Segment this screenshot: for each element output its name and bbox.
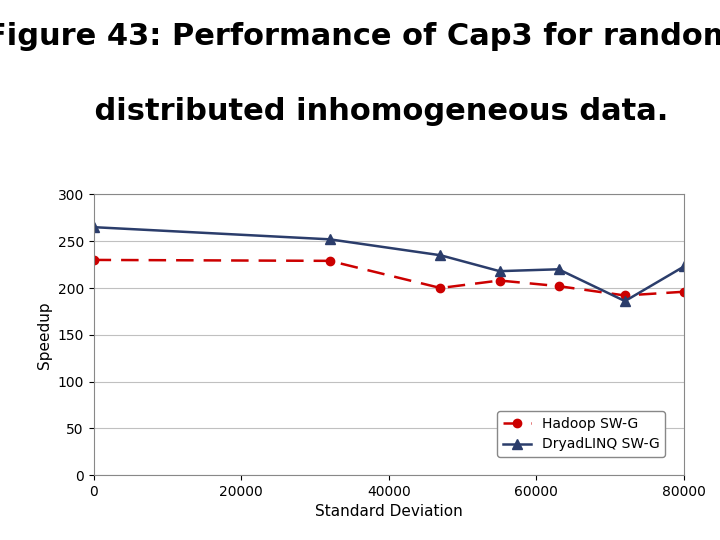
Hadoop SW-G (325, 258, 334, 264)
Text: distributed inhomogeneous data.: distributed inhomogeneous data. (52, 97, 668, 126)
Hadoop SW-G (680, 288, 688, 295)
DryadLINQ SW-G (89, 224, 98, 231)
Text: Figure 43: Performance of Cap3 for random: Figure 43: Performance of Cap3 for rando… (0, 22, 720, 51)
DryadLINQ SW-G (495, 268, 504, 274)
Line: DryadLINQ SW-G: DryadLINQ SW-G (89, 222, 689, 306)
DryadLINQ SW-G (436, 252, 445, 259)
Hadoop SW-G (436, 285, 445, 291)
Legend: Hadoop SW-G, DryadLINQ SW-G: Hadoop SW-G, DryadLINQ SW-G (498, 411, 665, 457)
Hadoop SW-G (89, 256, 98, 263)
Y-axis label: Speedup: Speedup (37, 301, 52, 369)
X-axis label: Standard Deviation: Standard Deviation (315, 504, 463, 519)
Hadoop SW-G (495, 277, 504, 284)
Hadoop SW-G (621, 292, 629, 299)
Hadoop SW-G (554, 283, 563, 289)
DryadLINQ SW-G (325, 236, 334, 242)
DryadLINQ SW-G (621, 298, 629, 305)
DryadLINQ SW-G (680, 263, 688, 269)
Line: Hadoop SW-G: Hadoop SW-G (89, 256, 688, 300)
DryadLINQ SW-G (554, 266, 563, 273)
